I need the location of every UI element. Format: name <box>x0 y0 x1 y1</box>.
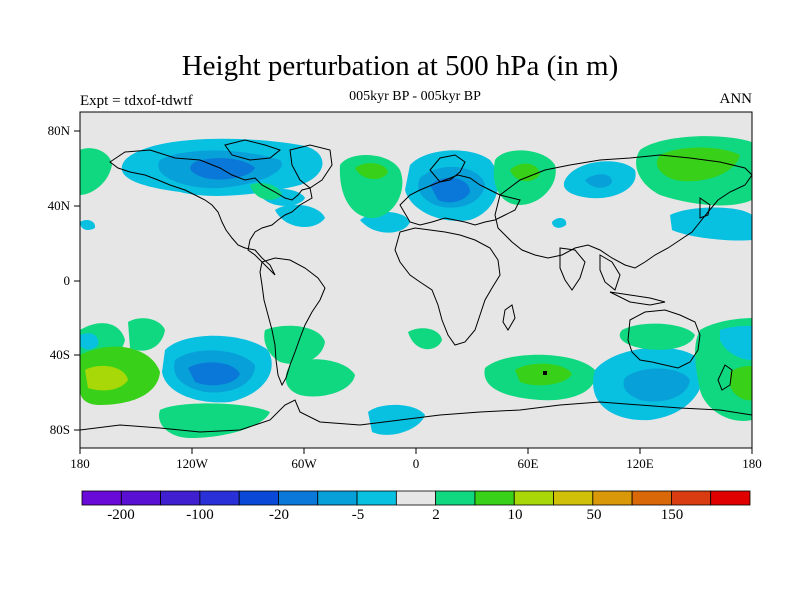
colorbar-swatch <box>631 490 672 506</box>
colorbar-label: 2 <box>432 507 440 523</box>
coast-greenland <box>289 144 333 189</box>
lat-label-80n: 80N <box>47 123 70 138</box>
lat-label-0: 0 <box>63 273 71 288</box>
coast-scandinavia <box>429 154 466 183</box>
negative-anomaly-north-america-inner <box>190 158 255 180</box>
map-subtitle: 005kyr BP - 005kyr BP <box>349 89 481 104</box>
coast-australia <box>627 309 701 369</box>
colorbar-swatch <box>474 490 515 506</box>
positive-anomaly-south-pacific-core <box>85 365 128 391</box>
lon-label-120w: 120W <box>176 456 208 471</box>
negative-anomaly-atlantic-mid <box>275 204 325 228</box>
colorbar-swatch <box>592 490 633 506</box>
negative-anomaly-europe-inner <box>430 177 470 203</box>
colorbar-label: -100 <box>186 507 214 523</box>
coast-japan <box>699 197 711 219</box>
colorbar-swatch <box>356 490 397 506</box>
latitude-ticks <box>74 130 80 431</box>
grid-point-marker <box>543 371 547 375</box>
negative-anomaly-siberia-core <box>585 174 612 188</box>
coast-asia <box>494 154 752 269</box>
positive-anomaly-south-atlantic-west <box>264 325 325 364</box>
colorbar-label: 10 <box>507 507 523 523</box>
season-label: ANN <box>719 91 753 107</box>
positive-anomaly-alaska <box>80 148 112 195</box>
positive-anomaly-canada-east <box>250 183 282 200</box>
lon-label-60e: 60E <box>517 456 539 471</box>
colorbar-label: 150 <box>660 507 684 523</box>
colorbar-swatch <box>710 490 751 506</box>
colorbar-swatch <box>395 490 437 506</box>
longitude-ticks <box>79 448 753 454</box>
coast-south-america <box>259 257 326 387</box>
lon-label-120e: 120E <box>626 456 654 471</box>
colorbar-swatch <box>671 490 712 506</box>
lon-label-0: 0 <box>412 456 420 471</box>
lat-label-80s: 80S <box>49 422 70 437</box>
lon-label-180w: 180 <box>70 456 90 471</box>
positive-anomaly-scandinavia-core <box>510 163 540 182</box>
coast-indonesia <box>609 291 666 306</box>
positive-anomaly-arctic-atlantic-core <box>355 163 388 180</box>
colorbar-label: 50 <box>586 507 602 523</box>
colorbar-swatch <box>435 490 476 506</box>
colorbar-swatch <box>238 490 279 506</box>
colorbar <box>81 490 751 506</box>
negative-anomaly-southwest-pacific <box>720 325 752 360</box>
colorbar-swatch <box>160 490 201 506</box>
negative-anomaly-central-asia <box>552 218 567 228</box>
positive-anomaly-tropical-pacific <box>128 318 165 351</box>
colorbar-swatch <box>513 490 554 506</box>
positive-anomaly-northeast-asia-core <box>656 147 740 182</box>
map-panel <box>80 112 752 448</box>
colorbar-swatch <box>317 490 358 506</box>
negative-anomaly-australia-south-core <box>623 368 690 402</box>
coast-antarctica <box>80 399 752 433</box>
colorbar-label: -200 <box>107 507 135 523</box>
experiment-label: Expt = tdxof-tdwtf <box>80 93 193 109</box>
coast-arctic-islands <box>224 139 282 161</box>
lon-label-180e: 180 <box>742 456 762 471</box>
coast-new-zealand <box>717 364 733 391</box>
map-title: Height perturbation at 500 hPa (in m) <box>181 50 619 82</box>
colorbar-label: -5 <box>351 507 365 523</box>
colorbar-swatch <box>278 490 319 506</box>
negative-anomaly-south-pacific-west <box>80 333 99 350</box>
positive-anomaly-south-atlantic <box>285 359 355 397</box>
lat-label-40n: 40N <box>47 198 70 213</box>
positive-anomaly-south-atlantic-east <box>408 328 442 350</box>
negative-anomaly-north-pacific <box>670 207 752 241</box>
coast-southeast-asia <box>599 254 621 291</box>
coast-madagascar <box>502 304 516 331</box>
coast-india <box>559 247 586 291</box>
coast-europe <box>399 174 521 226</box>
coastlines <box>80 139 752 433</box>
negative-anomaly-antarctic-atlantic <box>368 404 425 435</box>
negative-anomaly-south-pacific-east-core <box>188 362 240 386</box>
coast-north-america <box>109 149 313 276</box>
positive-anomaly-australia-east <box>619 323 695 350</box>
lat-label-40s: 40S <box>49 347 70 362</box>
colorbar-swatch <box>120 490 161 506</box>
negative-anomaly-pacific-west <box>80 220 96 230</box>
colorbar-swatch <box>81 490 122 506</box>
positive-anomaly-southwest-pacific-core <box>730 365 752 401</box>
coast-africa <box>394 227 501 346</box>
colorbar-swatch <box>199 490 240 506</box>
colorbar-label: -20 <box>269 507 289 523</box>
lon-label-60w: 60W <box>291 456 317 471</box>
colorbar-swatch <box>553 490 594 506</box>
